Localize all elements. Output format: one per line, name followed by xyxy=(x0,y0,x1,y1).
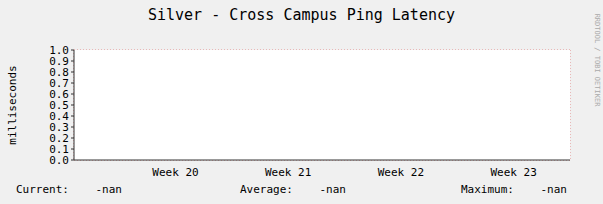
svg-text:0.8: 0.8 xyxy=(49,65,69,79)
svg-text:Week 21: Week 21 xyxy=(265,166,311,179)
html-text:milliseconds: milliseconds xyxy=(5,65,19,145)
svg-text:0.0: 0.0 xyxy=(49,153,69,167)
html-text:Average: -nan: Average: -nan xyxy=(240,183,346,196)
html-text:Silver - Cross Campus Ping Lat: Silver - Cross Campus Ping Latency xyxy=(148,6,455,24)
html-text:Maximum: -nan: Maximum: -nan xyxy=(461,183,567,196)
svg-text:0.3: 0.3 xyxy=(49,120,69,134)
html-text:RRDTOOL / TOBI OETIKER: RRDTOOL / TOBI OETIKER xyxy=(593,13,601,107)
svg-text:Week 22: Week 22 xyxy=(378,166,424,179)
svg-text:1.0: 1.0 xyxy=(49,44,69,57)
svg-text:0.5: 0.5 xyxy=(49,98,69,112)
svg-text:0.6: 0.6 xyxy=(49,87,69,101)
svg-text:0.9: 0.9 xyxy=(49,54,69,68)
html-text:Current: -nan: Current: -nan xyxy=(16,183,122,196)
svg-text:0.4: 0.4 xyxy=(49,109,69,123)
svg-text:Week 23: Week 23 xyxy=(490,166,536,179)
svg-text:0.2: 0.2 xyxy=(49,131,69,145)
svg-text:0.1: 0.1 xyxy=(49,142,69,156)
svg-text:Week 20: Week 20 xyxy=(152,166,198,179)
svg-text:0.7: 0.7 xyxy=(49,76,69,90)
